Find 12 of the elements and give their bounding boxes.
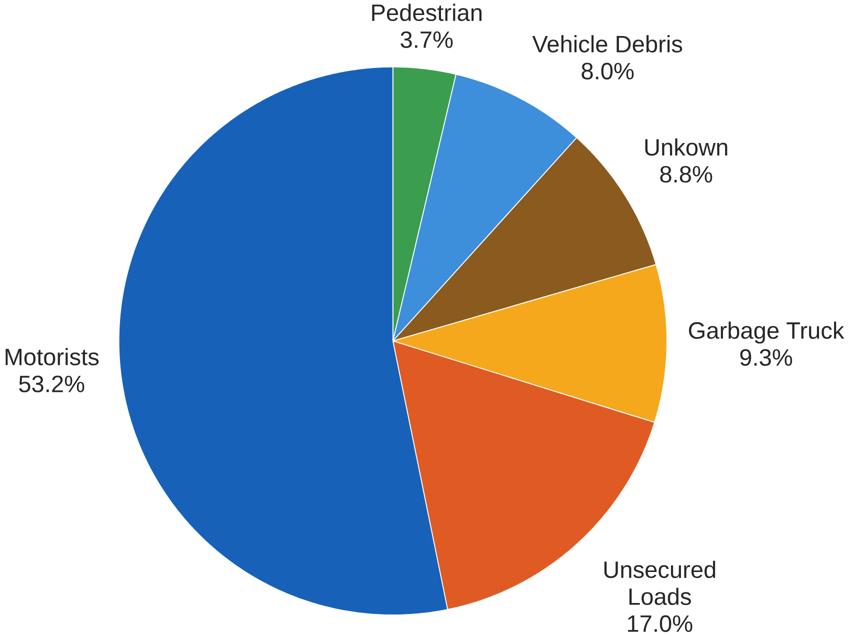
slice-label: Garbage Truck	[688, 322, 844, 344]
data-label: 9.3%	[740, 349, 792, 366]
slice-label: Pedestrian	[372, 4, 482, 22]
slice-label: Unkown	[645, 138, 728, 156]
data-label: 3.7%	[400, 31, 453, 48]
data-label: 17.0%	[628, 615, 692, 632]
slice-label: Motorists	[6, 348, 99, 366]
slice-label: Unsecured Loads	[604, 560, 716, 606]
data-label: 53.2%	[19, 376, 84, 392]
data-label: 8.8%	[660, 166, 712, 183]
data-label: 8.0%	[582, 62, 634, 80]
slice-label: Vehicle Debris	[532, 35, 682, 53]
